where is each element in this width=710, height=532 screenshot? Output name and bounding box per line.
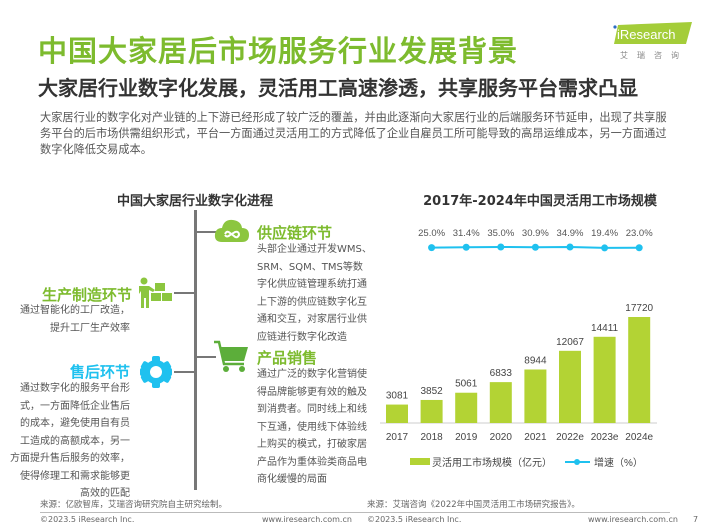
page-title: 中国大家居后市场服务行业发展背景 — [38, 34, 519, 68]
growth-label: 19.4% — [591, 228, 618, 239]
x-tick-label: 2020 — [490, 432, 513, 443]
growth-point — [531, 243, 539, 251]
footer-url: www.iresearch.com.cn — [262, 515, 352, 524]
bar-value-label: 14411 — [591, 323, 619, 334]
desc-line: 应链进行数字化改造 — [257, 331, 347, 343]
gear-icon — [140, 356, 172, 388]
bar — [593, 336, 616, 423]
bar — [524, 369, 547, 423]
desc-line: 通过智能化的工厂改造， — [20, 305, 130, 316]
desc-line: 工造成的高额成本，另一 — [20, 435, 130, 447]
logo-subtitle: 艾瑞咨询 — [620, 51, 688, 60]
page-subtitle: 大家居行业数字化发展，灵活用工高速渗透，共享服务平台需求凸显 — [38, 76, 638, 100]
copyright: ©2023.5 iResearch Inc. — [367, 515, 462, 524]
bar — [489, 382, 512, 423]
growth-label: 30.9% — [522, 228, 549, 239]
x-tick-label: 2019 — [455, 432, 478, 443]
growth-label: 35.0% — [487, 228, 514, 239]
section-title-after-sales: 售后环节 — [69, 363, 130, 381]
x-tick-label: 2017 — [386, 432, 409, 443]
bar — [628, 317, 651, 423]
desc-line: 下互通，使用线下体验线 — [257, 421, 367, 433]
legend-swatch-bar — [410, 458, 430, 465]
bar — [455, 392, 478, 423]
desc-line: 产品作为重体验类商品电 — [257, 456, 367, 468]
desc-line: 式，一方面降低企业售后 — [20, 400, 130, 412]
shopping-cart-icon — [214, 340, 248, 372]
section-title-supply-chain: 供应链环节 — [257, 224, 333, 242]
bar-value-label: 8944 — [524, 355, 547, 366]
desc-line: 高效的匹配 — [80, 488, 130, 499]
section-title-manufacturing: 生产制造环节 — [41, 286, 132, 304]
desc-line: 得品牌能够更有效的触及 — [257, 386, 367, 398]
connector — [196, 231, 216, 233]
footer-url: www.iresearch.com.cn — [588, 515, 678, 524]
bar-value-label: 3852 — [420, 386, 443, 397]
connector — [196, 356, 216, 358]
section-title-sales: 产品销售 — [257, 349, 318, 367]
desc-line: 提升工厂生产效率 — [50, 322, 130, 334]
desc-line: 通过数字化的服务平台形 — [20, 383, 130, 394]
desc-line: 商化缓慢的局面 — [257, 474, 327, 485]
right-source: 来源：艾瑞咨询《2022年中国灵活用工市场研究报告》。 — [367, 500, 580, 510]
left-panel-title: 中国大家居行业数字化进程 — [116, 194, 273, 209]
bar-value-label: 5061 — [455, 379, 478, 390]
desc-line: 使得修理工和需求能够更 — [20, 470, 130, 482]
footer-divider — [40, 512, 670, 513]
bar — [559, 350, 581, 423]
desc-line: 上下游的供应链数字化互 — [257, 296, 367, 308]
legend-label-line: 增速（%） — [594, 456, 643, 469]
page-number: 7 — [693, 515, 699, 524]
x-tick-label: 2022e — [556, 432, 584, 443]
chart-title: 2017年-2024年中国灵活用工市场规模 — [423, 194, 657, 209]
bar-value-label: 6833 — [490, 368, 513, 379]
growth-point — [635, 244, 643, 252]
bar-value-label: 3081 — [386, 391, 409, 402]
bar-value-label: 17720 — [625, 303, 653, 314]
desc-line: 通和交互，对家居行业供 — [257, 314, 367, 325]
growth-label: 25.0% — [418, 228, 445, 239]
connector — [174, 292, 194, 294]
x-tick-label: 2023e — [591, 432, 619, 443]
x-tick-label: 2018 — [420, 432, 443, 443]
bar-value-label: 12067 — [556, 337, 584, 348]
growth-label: 23.0% — [626, 228, 653, 239]
x-tick-label: 2024e — [625, 432, 653, 443]
desc-line: 方面提升售后服务的效率， — [10, 453, 130, 464]
legend-label-bar: 灵活用工市场规模（亿元） — [432, 456, 552, 469]
intro-paragraph: 大家居行业的数字化对产业链的上下游已经形成了较广泛的覆盖，并由此逐渐向大家居行业… — [40, 111, 667, 156]
growth-point — [462, 243, 470, 251]
desc-line: 通过广泛的数字化营销使 — [257, 369, 367, 380]
desc-line: 头部企业通过开发WMS、 — [257, 244, 372, 255]
growth-point — [428, 244, 436, 252]
legend-swatch-point — [574, 459, 580, 465]
cloud-infinity-icon — [214, 219, 249, 242]
market-size-chart: 3081 2017 3852 2018 5061 2019 6833 2020 8944 2021… — [380, 228, 657, 469]
desc-line: 到消费者。同时线上和线 — [257, 404, 367, 415]
worker-boxes-icon — [139, 277, 172, 308]
growth-point — [497, 243, 505, 251]
growth-point — [566, 243, 574, 251]
x-tick-label: 2021 — [524, 432, 547, 443]
timeline-axis — [194, 210, 197, 490]
desc-line: 上购买的模式，打破家居 — [257, 439, 367, 450]
desc-line: 字化供应链管理系统打通 — [257, 279, 367, 290]
desc-line: SRM、SQM、TMS等数 — [257, 261, 363, 273]
left-source: 来源：亿欧智库，艾瑞咨询研究院自主研究绘制。 — [40, 500, 228, 510]
svg-text:iResearch: iResearch — [617, 27, 676, 42]
growth-label: 34.9% — [557, 228, 584, 239]
bar — [386, 404, 408, 423]
desc-line: 的成本，避免使用自有员 — [20, 418, 130, 429]
growth-point — [601, 244, 609, 252]
growth-label: 31.4% — [453, 228, 480, 239]
iresearch-logo: iResearch — [613, 22, 692, 44]
copyright: ©2023.5 iResearch Inc. — [40, 515, 135, 524]
bar — [420, 399, 443, 423]
connector — [174, 371, 194, 373]
